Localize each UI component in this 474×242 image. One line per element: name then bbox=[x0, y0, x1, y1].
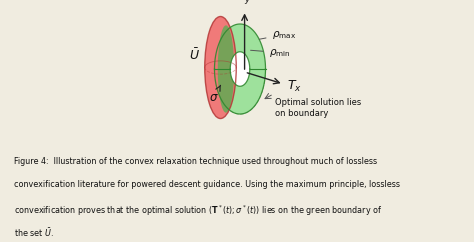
Text: $\rho_{\rm max}$: $\rho_{\rm max}$ bbox=[259, 29, 296, 41]
Text: the set $\bar{U}$.: the set $\bar{U}$. bbox=[14, 226, 54, 239]
Ellipse shape bbox=[230, 52, 250, 86]
Text: $\bar{U}$: $\bar{U}$ bbox=[189, 48, 200, 63]
Ellipse shape bbox=[215, 24, 265, 114]
Ellipse shape bbox=[230, 52, 250, 86]
Text: convexification literature for powered descent guidance. Using the maximum princ: convexification literature for powered d… bbox=[14, 180, 400, 189]
Text: $\sigma$: $\sigma$ bbox=[210, 85, 220, 104]
Text: Optimal solution lies
on boundary: Optimal solution lies on boundary bbox=[274, 98, 361, 118]
Text: $T_x$: $T_x$ bbox=[286, 79, 301, 94]
Text: $T_y$: $T_y$ bbox=[237, 0, 252, 6]
Text: Figure 4:  Illustration of the convex relaxation technique used throughout much : Figure 4: Illustration of the convex rel… bbox=[14, 157, 377, 166]
Ellipse shape bbox=[205, 16, 236, 119]
Text: convexification proves that the optimal solution ($\mathbf{T}^*(t);\sigma^*(t)$): convexification proves that the optimal … bbox=[14, 203, 383, 218]
Ellipse shape bbox=[218, 25, 234, 113]
Text: $\rho_{\rm min}$: $\rho_{\rm min}$ bbox=[251, 47, 290, 59]
